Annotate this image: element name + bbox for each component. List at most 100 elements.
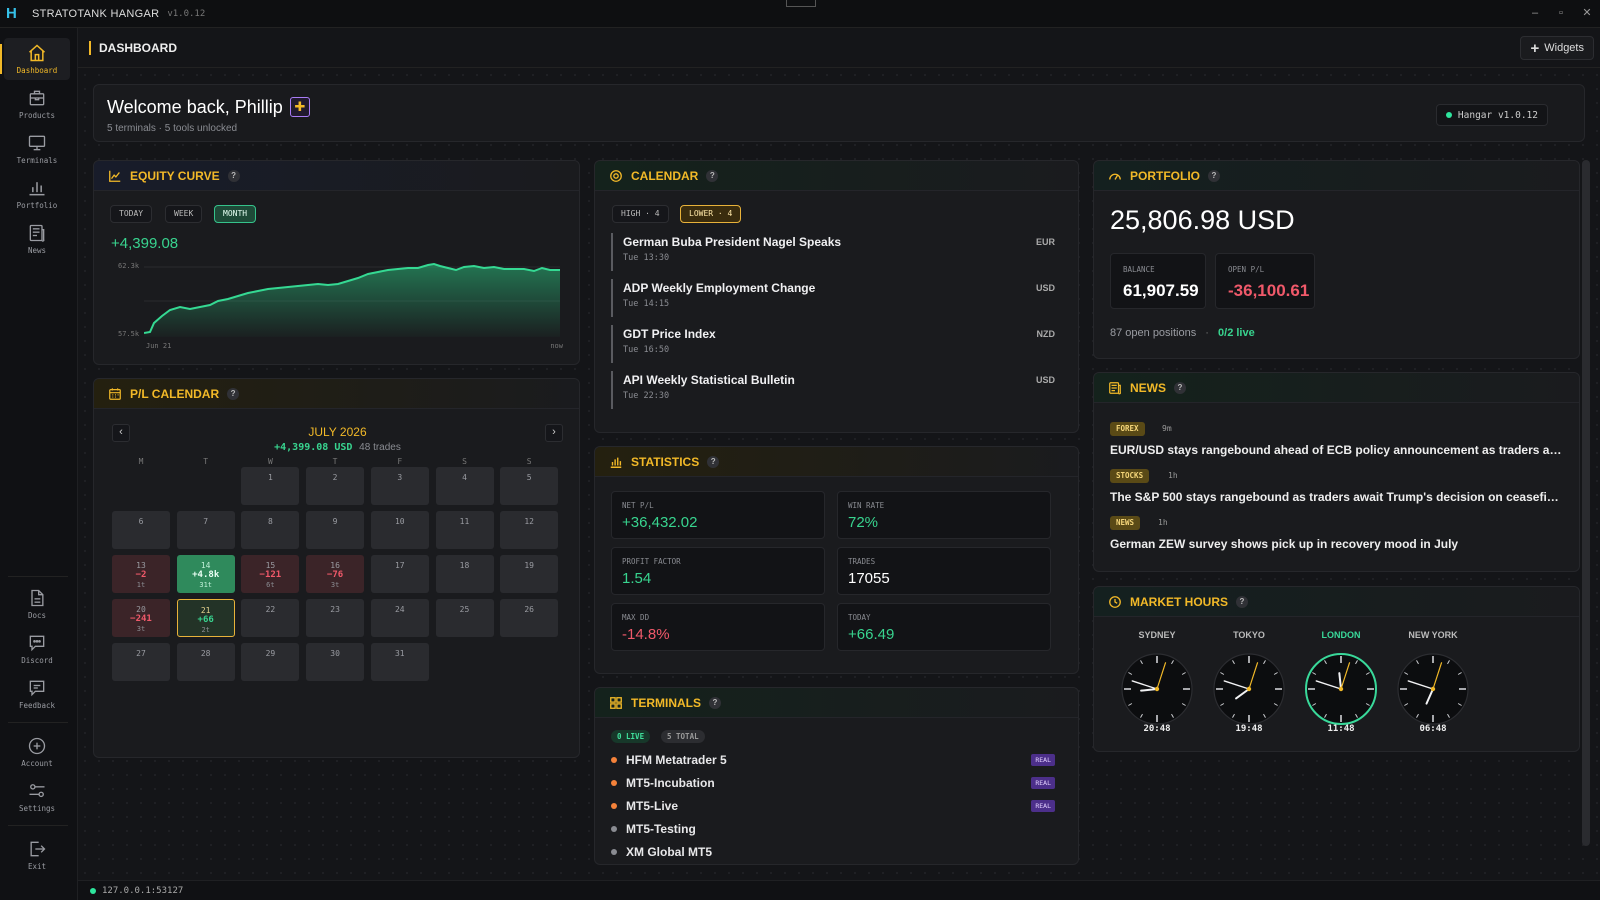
calendar-day[interactable]: 3: [370, 467, 429, 505]
calendar-day[interactable]: 19: [500, 555, 559, 593]
sidebar-item-dashboard[interactable]: Dashboard: [0, 38, 70, 80]
help-icon[interactable]: ?: [227, 169, 240, 182]
close-button[interactable]: ✕: [1582, 7, 1592, 19]
sidebar-item-terminals[interactable]: Terminals: [4, 128, 70, 170]
day-number: 13: [136, 561, 146, 570]
calendar-day[interactable]: 22: [241, 599, 300, 637]
clock-time: 11:48: [1327, 724, 1355, 734]
news-headline[interactable]: EUR/USD stays rangebound ahead of ECB po…: [1110, 443, 1562, 457]
help-icon[interactable]: ?: [1174, 381, 1186, 394]
calendar-day[interactable]: 21 +66 2t: [176, 599, 235, 637]
calendar-day[interactable]: 6: [112, 511, 170, 549]
calendar-day[interactable]: 24: [370, 599, 429, 637]
drag-handle[interactable]: [786, 0, 816, 7]
status-bar: 127.0.0.1:53127: [78, 880, 1600, 900]
day-number: 11: [459, 517, 470, 526]
calendar-day[interactable]: 28: [176, 643, 235, 681]
help-icon[interactable]: ?: [706, 169, 719, 182]
calendar-day[interactable]: 17: [370, 555, 429, 593]
calendar-day[interactable]: 16 −76 3t: [306, 555, 365, 593]
range-month-button[interactable]: MONTH: [214, 205, 257, 223]
day-number: 5: [526, 473, 532, 482]
welcome-greeting: Welcome back, Phillip: [107, 97, 283, 117]
sidebar-item-docs[interactable]: Docs: [4, 583, 70, 625]
sidebar-item-news[interactable]: News: [4, 218, 70, 260]
calendar-day[interactable]: 14 +4.8k 31t: [176, 555, 235, 593]
month-trades: 48 trades: [359, 442, 401, 453]
range-week-button[interactable]: WEEK: [165, 205, 203, 223]
app-logo: H: [6, 5, 17, 22]
calendar-day[interactable]: 20 −241 3t: [112, 599, 170, 637]
filter-lower-button[interactable]: LOWER · 4: [680, 205, 742, 223]
total-count-pill: 5 TOTAL: [661, 730, 705, 743]
y-min-label: 57.5k: [118, 330, 140, 338]
calendar-day[interactable]: 1: [241, 467, 300, 505]
card-header: STATISTICS ?: [595, 447, 1078, 477]
calendar-day[interactable]: 4: [435, 467, 494, 505]
next-month-button[interactable]: ›: [545, 424, 563, 442]
news-headline[interactable]: German ZEW survey shows pick up in recov…: [1110, 537, 1459, 551]
sidebar-item-products[interactable]: Products: [4, 83, 70, 125]
prev-month-button[interactable]: ‹: [112, 424, 130, 442]
calendar-day[interactable]: 11: [435, 511, 494, 549]
sidebar-item-feedback[interactable]: Feedback: [4, 673, 70, 715]
widgets-button[interactable]: + Widgets: [1520, 36, 1594, 60]
news-headline[interactable]: The S&P 500 stays rangebound as traders …: [1110, 490, 1562, 504]
terminal-row[interactable]: XM Global MT5: [611, 843, 1055, 861]
clock-tick: [1312, 672, 1317, 675]
calendar-day[interactable]: 13 −2 1t: [112, 555, 170, 593]
terminal-row[interactable]: MT5-Incubation REAL: [611, 774, 1055, 792]
calendar-day[interactable]: 25: [435, 599, 494, 637]
minimize-button[interactable]: –: [1531, 7, 1539, 19]
clock-city: TOKYO: [1233, 630, 1265, 640]
terminal-row[interactable]: HFM Metatrader 5 REAL: [611, 751, 1055, 769]
terminal-row[interactable]: MT5-Live REAL: [611, 797, 1055, 815]
calendar-event[interactable]: API Weekly Statistical Bulletin Tue 22:3…: [611, 371, 1055, 409]
sidebar-item-portfolio[interactable]: Portfolio: [4, 173, 70, 215]
help-icon[interactable]: ?: [707, 455, 720, 468]
terminal-row[interactable]: MT5-Testing: [611, 820, 1055, 838]
calendar-event[interactable]: GDT Price Index Tue 16:50 NZD: [611, 325, 1055, 363]
help-icon[interactable]: ?: [1208, 169, 1220, 182]
calendar-day[interactable]: 31: [370, 643, 429, 681]
day-number: 4: [462, 473, 467, 482]
calendar-day[interactable]: 29: [241, 643, 300, 681]
calendar-day[interactable]: 10: [370, 511, 429, 549]
day-number: 19: [524, 561, 534, 570]
calendar-day[interactable]: 26: [500, 599, 559, 637]
stat-label: MAX DD: [622, 613, 650, 622]
calendar-event[interactable]: German Buba President Nagel Speaks Tue 1…: [611, 233, 1055, 271]
range-today-button[interactable]: TODAY: [110, 205, 153, 223]
day-number: 25: [459, 605, 470, 614]
help-icon[interactable]: ?: [709, 696, 721, 709]
stat-max-dd: MAX DD -14.8%: [611, 603, 825, 651]
day-pl: +4.8k: [192, 570, 220, 580]
main-scrollbar[interactable]: [1582, 160, 1590, 846]
day-number: 8: [267, 517, 273, 526]
news-tag: STOCKS: [1110, 469, 1150, 483]
help-icon[interactable]: ?: [227, 387, 240, 400]
calendar-day[interactable]: 15 −121 6t: [241, 555, 300, 593]
calendar-icon: [109, 387, 121, 400]
sidebar-item-exit[interactable]: Exit: [4, 834, 70, 876]
calendar-day[interactable]: 2: [306, 467, 365, 505]
calendar-day[interactable]: 30: [306, 643, 365, 681]
sidebar-item-account[interactable]: Account: [4, 731, 70, 773]
calendar-day[interactable]: 5: [500, 467, 559, 505]
calendar-day[interactable]: 9: [306, 511, 365, 549]
calendar-event[interactable]: ADP Weekly Employment Change Tue 14:15 U…: [611, 279, 1055, 317]
sidebar-item-settings[interactable]: Settings: [4, 776, 70, 818]
filter-high-button[interactable]: HIGH · 4: [612, 205, 669, 223]
calendar-day[interactable]: 8: [241, 511, 300, 549]
weekday-label: S: [526, 457, 532, 466]
calendar-day[interactable]: 12: [500, 511, 559, 549]
stat-label: PROFIT FACTOR: [622, 557, 681, 566]
maximize-button[interactable]: ▫: [1559, 7, 1563, 19]
calendar-day[interactable]: 27: [112, 643, 170, 681]
sidebar-item-discord[interactable]: Discord: [4, 628, 70, 670]
calendar-day[interactable]: 18: [435, 555, 494, 593]
help-icon[interactable]: ?: [1236, 595, 1248, 608]
calendar-day[interactable]: 7: [176, 511, 235, 549]
calendar-day[interactable]: 23: [306, 599, 365, 637]
stat-value: 72%: [848, 514, 879, 531]
